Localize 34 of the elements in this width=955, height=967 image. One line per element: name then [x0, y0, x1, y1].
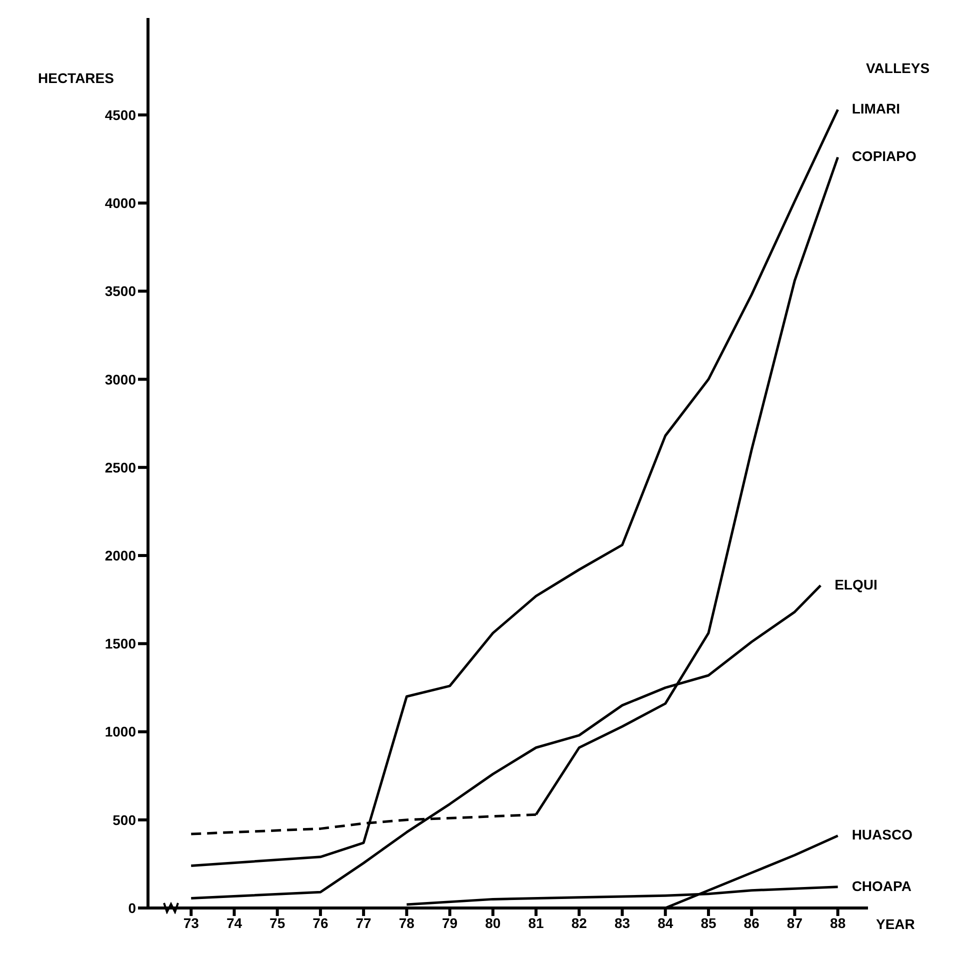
y-tick-label: 2000	[104, 547, 136, 564]
x-tick-label: 81	[528, 914, 544, 931]
series-label: COPIAPO	[852, 148, 916, 164]
x-tick-label: 79	[442, 914, 458, 931]
y-tick-label: 1000	[104, 724, 136, 740]
x-tick-label: 86	[744, 914, 760, 931]
x-tick-label: 80	[485, 914, 501, 931]
legend-title: VALLEYS	[866, 60, 930, 76]
x-tick-label: 74	[226, 914, 242, 931]
y-tick-label: 4000	[104, 195, 136, 212]
x-tick-label: 84	[658, 914, 674, 931]
x-tick-label: 88	[830, 914, 846, 931]
x-axis-title: YEAR	[876, 916, 915, 932]
x-tick-label: 85	[700, 914, 716, 931]
x-tick-label: 83	[614, 914, 630, 931]
series-label: ELQUI	[834, 576, 878, 592]
series-label: HUASCO	[852, 826, 913, 843]
y-tick-label: 0	[128, 900, 136, 916]
series-label: CHOAPA	[852, 878, 912, 894]
x-tick-label: 82	[571, 914, 588, 931]
y-tick-label: 1500	[104, 636, 136, 652]
x-tick-label: 73	[183, 914, 200, 931]
x-tick-label: 75	[270, 914, 286, 931]
y-tick-label: 3000	[104, 371, 136, 388]
series-label: LIMARI	[852, 100, 900, 117]
y-tick-label: 2500	[104, 459, 136, 476]
y-tick-label: 3500	[104, 283, 136, 300]
y-tick-label: 4500	[104, 106, 136, 123]
y-axis-title: HECTARES	[38, 70, 114, 86]
x-tick-label: 77	[356, 914, 372, 931]
x-tick-label: 76	[312, 914, 328, 931]
x-tick-label: 78	[398, 914, 415, 931]
y-tick-label: 500	[112, 812, 136, 828]
x-tick-label: 87	[786, 914, 803, 931]
